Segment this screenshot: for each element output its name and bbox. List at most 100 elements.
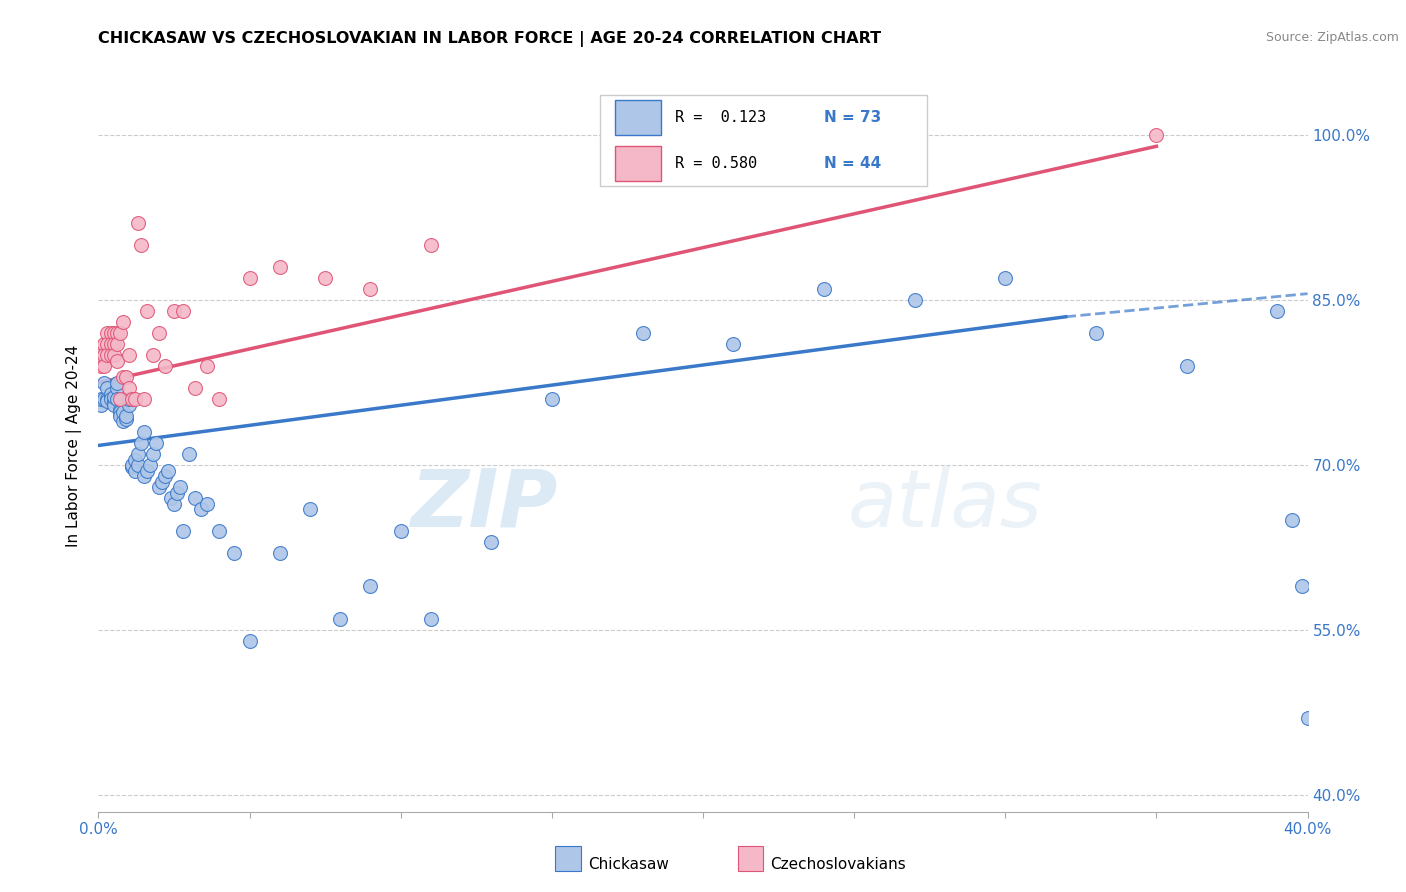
Point <box>90 398 112 412</box>
Point <box>190 502 212 516</box>
Point <box>139 458 162 473</box>
Point <box>121 392 143 407</box>
Point <box>105 353 128 368</box>
Point <box>360 282 382 296</box>
Point <box>118 348 141 362</box>
Text: Source: ZipAtlas.com: Source: ZipAtlas.com <box>1265 31 1399 45</box>
Point <box>1175 359 1198 374</box>
Point <box>108 326 131 341</box>
Point <box>100 386 122 401</box>
Point <box>96 394 118 409</box>
Point <box>114 412 136 426</box>
Point <box>239 634 262 648</box>
Point <box>132 392 155 407</box>
Point <box>93 359 115 374</box>
Point <box>153 469 176 483</box>
Point <box>124 464 146 478</box>
Text: Czechoslovakians: Czechoslovakians <box>770 857 907 871</box>
Point <box>148 480 170 494</box>
Point <box>127 216 149 230</box>
Point <box>299 502 322 516</box>
Point <box>329 612 352 626</box>
Point <box>184 381 207 395</box>
Point <box>103 337 125 351</box>
Point <box>118 398 141 412</box>
Point <box>129 436 152 450</box>
Point <box>172 524 194 539</box>
Point <box>723 337 745 351</box>
Point <box>100 348 122 362</box>
FancyBboxPatch shape <box>600 95 927 186</box>
Point <box>118 381 141 395</box>
Point <box>179 447 201 461</box>
Point <box>96 326 118 341</box>
Point <box>90 359 112 374</box>
Point <box>96 337 118 351</box>
Point <box>169 480 191 494</box>
FancyBboxPatch shape <box>614 100 661 136</box>
Point <box>142 348 165 362</box>
Point <box>135 464 157 478</box>
Point <box>150 475 173 489</box>
Point <box>105 337 128 351</box>
Point <box>184 491 207 506</box>
Point <box>160 491 183 506</box>
Point <box>1267 304 1289 318</box>
Point <box>103 394 125 409</box>
Point <box>96 381 118 395</box>
Point <box>96 348 118 362</box>
Point <box>93 348 115 362</box>
Point <box>111 370 134 384</box>
Point <box>108 392 131 407</box>
Point <box>314 271 336 285</box>
Point <box>904 293 927 308</box>
Point <box>93 392 115 407</box>
Point <box>360 579 382 593</box>
Point <box>114 409 136 423</box>
Point <box>148 326 170 341</box>
Point <box>135 304 157 318</box>
Point <box>389 524 412 539</box>
Text: N = 73: N = 73 <box>824 111 882 125</box>
Point <box>121 458 143 473</box>
Point <box>208 524 231 539</box>
Point <box>166 485 188 500</box>
Point <box>108 405 131 419</box>
Point <box>994 271 1017 285</box>
Text: R = 0.580: R = 0.580 <box>675 156 758 171</box>
Point <box>163 497 186 511</box>
Text: ZIP: ZIP <box>411 466 558 543</box>
Point <box>93 376 115 390</box>
Point <box>108 409 131 423</box>
FancyBboxPatch shape <box>614 146 661 181</box>
Point <box>208 392 231 407</box>
Point <box>105 381 128 395</box>
Point <box>103 326 125 341</box>
Text: CHICKASAW VS CZECHOSLOVAKIAN IN LABOR FORCE | AGE 20-24 CORRELATION CHART: CHICKASAW VS CZECHOSLOVAKIAN IN LABOR FO… <box>98 31 882 47</box>
Text: Chickasaw: Chickasaw <box>588 857 669 871</box>
Point <box>239 271 262 285</box>
Point <box>105 392 128 407</box>
Point <box>124 452 146 467</box>
Point <box>121 460 143 475</box>
Point <box>111 315 134 329</box>
Point <box>481 535 503 549</box>
Point <box>1144 128 1167 143</box>
Point <box>631 326 654 341</box>
Point <box>100 326 122 341</box>
Point <box>224 546 246 560</box>
Point <box>90 348 112 362</box>
Point <box>163 304 186 318</box>
Point <box>142 447 165 461</box>
Text: atlas: atlas <box>848 466 1043 543</box>
Point <box>114 370 136 384</box>
Point <box>100 392 122 407</box>
Point <box>118 392 141 407</box>
Point <box>127 458 149 473</box>
Point <box>132 425 155 440</box>
Point <box>132 469 155 483</box>
Point <box>540 392 562 407</box>
Point <box>420 238 443 252</box>
Text: R =  0.123: R = 0.123 <box>675 111 766 125</box>
Point <box>1281 513 1303 527</box>
